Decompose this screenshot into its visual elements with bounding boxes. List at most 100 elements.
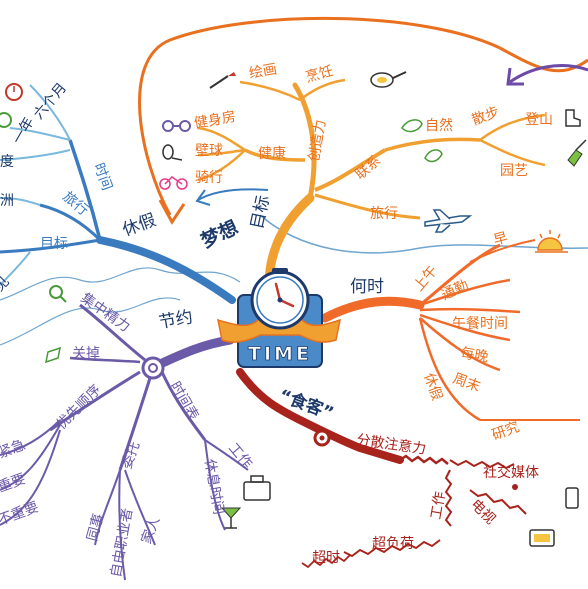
save-hub-inner	[148, 363, 158, 373]
label-dream: 梦想	[197, 216, 241, 253]
branch-vac-time	[68, 139, 102, 241]
label-not-important: 不重要	[0, 499, 41, 528]
label-health: 健康	[258, 145, 286, 162]
branch-create	[292, 82, 317, 201]
thief-dot-social	[512, 484, 518, 490]
label-vac-time: 时间	[90, 161, 115, 193]
label-climb: 登山	[525, 112, 553, 128]
wave-line-upper	[259, 214, 588, 254]
label-social: 社交媒体	[483, 464, 539, 481]
label-save: 节约	[157, 307, 194, 333]
branch-overload	[343, 539, 441, 558]
label-vac-6m: 六个月	[31, 80, 70, 122]
label-rest: 休息时间	[201, 458, 227, 516]
label-colleague: 同事	[84, 512, 107, 543]
dumbbell-icon	[162, 120, 191, 132]
branch-thief-trunk	[236, 368, 404, 464]
branch-vac-1y	[9, 127, 71, 141]
switch-icon	[45, 346, 61, 364]
tv-icon	[529, 529, 555, 547]
branch-vac-6m	[29, 84, 71, 141]
label-travel: 旅行	[370, 206, 398, 222]
branch-vac-see	[0, 251, 31, 286]
label-ball: 壁球	[195, 143, 223, 159]
branch-vac-travel	[39, 203, 102, 242]
label-delegate: 委托	[119, 440, 144, 472]
bicycle-icon	[159, 176, 188, 190]
label-gym: 健身房	[193, 109, 237, 132]
branch-not-important	[0, 429, 61, 526]
purple-arrow-head	[506, 67, 524, 86]
label-morning: 早	[492, 230, 510, 249]
center-label: TIME	[248, 343, 312, 365]
branch-walk	[479, 113, 546, 142]
branch-family	[124, 469, 156, 546]
branch-vac-goal	[0, 238, 101, 254]
label-commute: 通勤	[439, 277, 471, 303]
branch-freelancer	[118, 469, 126, 581]
branch-travel	[314, 193, 421, 220]
branch-paint	[239, 80, 301, 102]
branch-weekend	[419, 317, 501, 372]
branch-off	[69, 356, 141, 364]
label-ride: 骑行	[195, 170, 223, 186]
label-work-thief: 工作	[428, 490, 449, 520]
label-paint: 绘画	[248, 61, 278, 82]
branch-garden	[479, 138, 546, 167]
branch-evening	[419, 313, 511, 342]
cocktail-icon	[220, 507, 242, 529]
wave-line-mid	[0, 267, 241, 301]
leaf-icon	[401, 119, 423, 133]
label-important: 重要	[0, 471, 28, 496]
label-vac-degree: 度	[0, 154, 14, 170]
label-nature: 自然	[425, 117, 453, 134]
branch-rest	[204, 439, 226, 531]
branch-cook	[299, 78, 346, 101]
sunrise-icon	[535, 230, 568, 253]
branch-commute	[419, 278, 511, 307]
orange-loop-arrow	[138, 16, 501, 216]
label-goal: 目标	[247, 194, 274, 231]
label-freelancer: 自由职业者	[108, 507, 136, 579]
garden-tool-icon	[567, 139, 587, 167]
branch-important	[0, 424, 61, 491]
label-family: 家人	[138, 514, 164, 546]
briefcase-icon	[243, 475, 271, 501]
label-vac-continent: 洲	[0, 193, 14, 209]
branch-social	[449, 459, 515, 470]
branch-urgent	[0, 419, 61, 456]
branch-tv	[469, 489, 527, 515]
label-off: 关掉	[72, 346, 100, 362]
branch-health	[244, 148, 306, 162]
label-thief: “食客”	[276, 385, 336, 424]
branch-am	[419, 243, 501, 307]
orange-loop-arrow-head	[158, 199, 186, 225]
label-vac-see: 见	[0, 274, 13, 295]
frying-pan-icon	[370, 71, 407, 88]
label-focus: 集中精力	[78, 289, 134, 335]
walking-boot-icon	[565, 109, 581, 127]
label-create: 创造力	[306, 119, 329, 163]
branch-colleague	[94, 469, 121, 546]
branch-schedule	[160, 371, 207, 441]
blue-small-arrow-head	[195, 189, 211, 206]
branch-delegate	[118, 377, 152, 471]
center-time-clock	[217, 268, 341, 368]
branch-when-trunk	[320, 296, 425, 323]
branch-sched-work	[204, 439, 249, 471]
branch-connect	[314, 148, 387, 192]
branch-lunch	[419, 307, 521, 314]
branch-work-zig	[444, 469, 453, 527]
branch-nature	[384, 137, 481, 152]
thief-node-2	[319, 435, 325, 441]
label-research: 研究	[490, 419, 522, 444]
branch-vac-degree	[0, 149, 71, 161]
label-when: 何时	[350, 277, 384, 297]
purple-arrow	[509, 64, 588, 84]
paint-brush-icon	[209, 72, 236, 89]
squash-racket-icon	[162, 144, 183, 161]
leaf-icon-2	[424, 149, 443, 163]
label-overload: 超负荷	[372, 536, 414, 552]
